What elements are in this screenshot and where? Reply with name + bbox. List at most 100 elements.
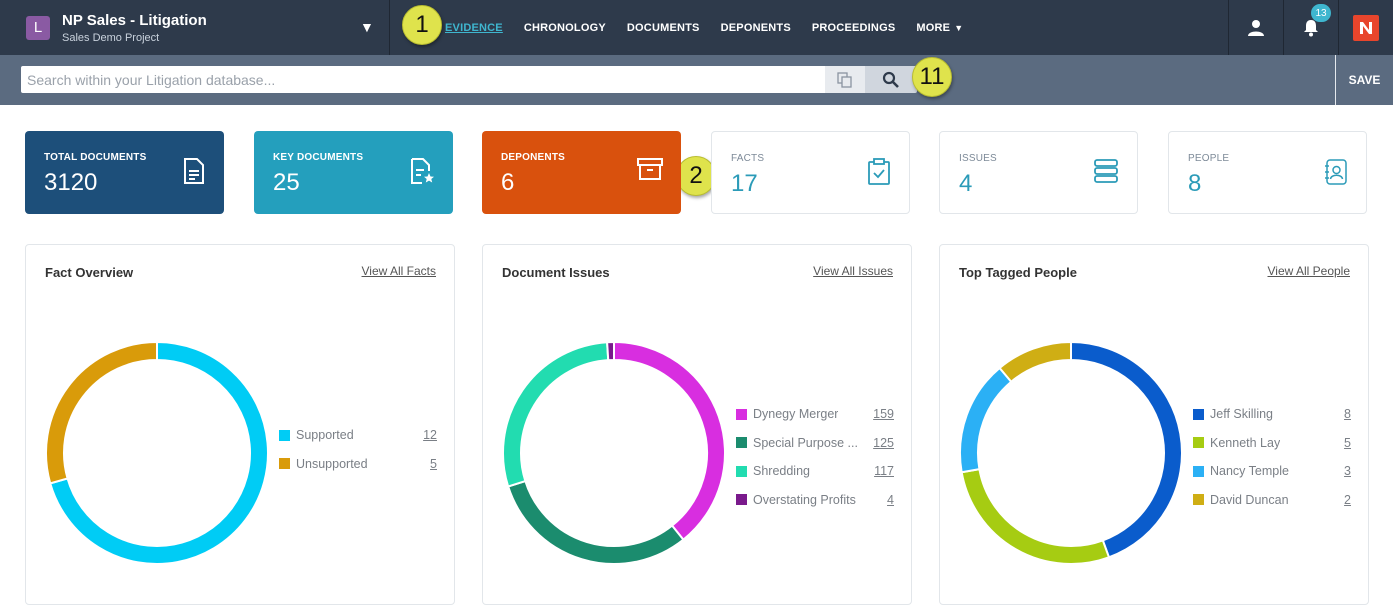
- donut-slice-unsupported[interactable]: [45, 341, 158, 485]
- legend-swatch: [736, 408, 747, 420]
- archive-box-icon: [637, 158, 663, 180]
- view-all-facts-link[interactable]: View All Facts: [361, 264, 436, 278]
- legend-row-nancy-temple[interactable]: Nancy Temple 3: [1193, 457, 1351, 486]
- legend-count-link[interactable]: 159: [873, 407, 894, 422]
- panel-title: Top Tagged People: [959, 265, 1077, 280]
- stat-card-key-documents[interactable]: KEY DOCUMENTS 25: [254, 131, 453, 214]
- panel-title: Document Issues: [502, 265, 610, 280]
- notifications-button[interactable]: 13: [1283, 0, 1338, 55]
- donut-slice-kenneth-lay[interactable]: [960, 467, 1111, 565]
- legend-count-link[interactable]: 4: [887, 492, 894, 507]
- copy-icon: [837, 71, 852, 88]
- donut-slice-overstating-profits[interactable]: [606, 341, 615, 362]
- search-icon: [882, 71, 899, 88]
- legend-row-unsupported[interactable]: Unsupported 5: [279, 450, 437, 479]
- legend-count-link[interactable]: 2: [1344, 492, 1351, 507]
- save-button[interactable]: SAVE: [1335, 55, 1393, 105]
- stat-value: 6: [501, 169, 515, 196]
- legend-swatch: [279, 429, 290, 441]
- legend-row-kenneth-lay[interactable]: Kenneth Lay 5: [1193, 429, 1351, 458]
- legend-count-link[interactable]: 3: [1344, 464, 1351, 479]
- view-all-people-link[interactable]: View All People: [1267, 264, 1351, 278]
- nav-more-label: MORE: [916, 21, 951, 34]
- stat-card-people[interactable]: PEOPLE 8: [1168, 131, 1367, 214]
- top-tagged-people-donut-chart: [959, 341, 1183, 565]
- legend-label: Nancy Temple: [1210, 464, 1289, 479]
- notification-count-badge: 13: [1311, 4, 1331, 22]
- search-button[interactable]: [865, 66, 917, 93]
- stat-label: DEPONENTS: [501, 152, 566, 163]
- stack-icon: [1094, 159, 1118, 183]
- legend-label: Unsupported: [296, 456, 368, 471]
- document-issues-legend: Dynegy Merger 159 Special Purpose ... 125 Sh…: [736, 400, 894, 514]
- donut-slice-supported[interactable]: [48, 341, 269, 565]
- project-dropdown-caret-icon[interactable]: ▼: [360, 19, 374, 35]
- nav-proceedings[interactable]: PROCEEDINGS: [811, 21, 896, 34]
- legend-swatch: [279, 458, 290, 470]
- legend-swatch: [736, 465, 747, 477]
- top-right-icons: 13: [1228, 0, 1393, 55]
- legend-label: Kenneth Lay: [1210, 435, 1281, 450]
- panel-fact-overview: Fact Overview View All Facts Supported 12…: [25, 244, 455, 605]
- panel-top-tagged-people: Top Tagged People View All People Jeff S…: [939, 244, 1369, 605]
- copy-search-button[interactable]: [825, 66, 865, 93]
- stat-label: ISSUES: [959, 153, 997, 164]
- legend-row-jeff-skilling[interactable]: Jeff Skilling 8: [1193, 400, 1351, 429]
- search-input[interactable]: [21, 66, 825, 93]
- donut-slice-special-purpose[interactable]: [506, 479, 685, 565]
- stat-card-deponents[interactable]: DEPONENTS 6: [482, 131, 681, 214]
- legend-count-link[interactable]: 117: [874, 464, 894, 479]
- donut-slice-david-duncan[interactable]: [998, 341, 1072, 384]
- legend-label: Shredding: [753, 464, 810, 479]
- stat-label: FACTS: [731, 153, 765, 164]
- panel-document-issues: Document Issues View All Issues Dynegy M…: [482, 244, 912, 605]
- document-issues-donut-chart: [502, 341, 726, 565]
- legend-count-link[interactable]: 5: [1344, 435, 1351, 450]
- legend-label: Jeff Skilling: [1210, 407, 1273, 422]
- nav-deponents[interactable]: DEPONENTS: [720, 21, 791, 34]
- stat-label: KEY DOCUMENTS: [273, 152, 364, 163]
- user-icon: [1248, 19, 1264, 36]
- project-switcher[interactable]: L NP Sales - Litigation Sales Demo Proje…: [0, 0, 390, 55]
- donut-slice-nancy-temple[interactable]: [959, 366, 1013, 474]
- view-all-issues-link[interactable]: View All Issues: [813, 264, 893, 278]
- legend-count-link[interactable]: 125: [873, 435, 894, 450]
- legend-count-link[interactable]: 8: [1344, 407, 1351, 422]
- legend-row-special-purpose[interactable]: Special Purpose ... 125: [736, 429, 894, 458]
- donut-slice-shredding[interactable]: [502, 341, 610, 488]
- nav-evidence[interactable]: EVIDENCE: [445, 21, 503, 34]
- legend-row-dynegy-merger[interactable]: Dynegy Merger 159: [736, 400, 894, 429]
- legend-count-link[interactable]: 12: [423, 428, 437, 443]
- legend-count-link[interactable]: 5: [430, 456, 437, 471]
- stat-value: 25: [273, 169, 300, 196]
- legend-label: David Duncan: [1210, 492, 1289, 507]
- legend-row-overstating-profits[interactable]: Overstating Profits 4: [736, 486, 894, 515]
- nav-more[interactable]: MORE ▼: [916, 22, 963, 34]
- user-button[interactable]: [1228, 0, 1283, 55]
- top-navbar: L NP Sales - Litigation Sales Demo Proje…: [0, 0, 1393, 55]
- legend-swatch: [1193, 437, 1204, 449]
- nav-chronology[interactable]: CHRONOLOGY: [523, 21, 606, 34]
- chevron-down-icon: ▼: [954, 22, 964, 33]
- panel-title: Fact Overview: [45, 265, 134, 280]
- stat-value: 3120: [44, 169, 98, 196]
- clipboard-check-icon: [868, 158, 890, 185]
- legend-label: Overstating Profits: [753, 492, 856, 507]
- stat-label: TOTAL DOCUMENTS: [44, 152, 147, 163]
- brand-button[interactable]: [1338, 0, 1393, 55]
- callout-2: 2: [676, 156, 716, 196]
- donut-slice-jeff-skilling[interactable]: [1070, 341, 1183, 559]
- project-info: NP Sales - Litigation Sales Demo Project: [62, 12, 207, 44]
- stat-card-issues[interactable]: ISSUES 4: [939, 131, 1138, 214]
- donut-slice-dynegy-merger[interactable]: [613, 341, 726, 542]
- stat-card-facts[interactable]: FACTS 17: [711, 131, 910, 214]
- legend-row-david-duncan[interactable]: David Duncan 2: [1193, 486, 1351, 515]
- contact-card-icon: [1325, 159, 1347, 185]
- legend-swatch: [736, 494, 747, 506]
- project-title: NP Sales - Litigation: [62, 11, 207, 29]
- legend-row-supported[interactable]: Supported 12: [279, 421, 437, 450]
- stat-card-total-documents[interactable]: TOTAL DOCUMENTS 3120: [25, 131, 224, 214]
- legend-row-shredding[interactable]: Shredding 117: [736, 457, 894, 486]
- stat-label: PEOPLE: [1188, 153, 1230, 164]
- nav-documents[interactable]: DOCUMENTS: [626, 21, 700, 34]
